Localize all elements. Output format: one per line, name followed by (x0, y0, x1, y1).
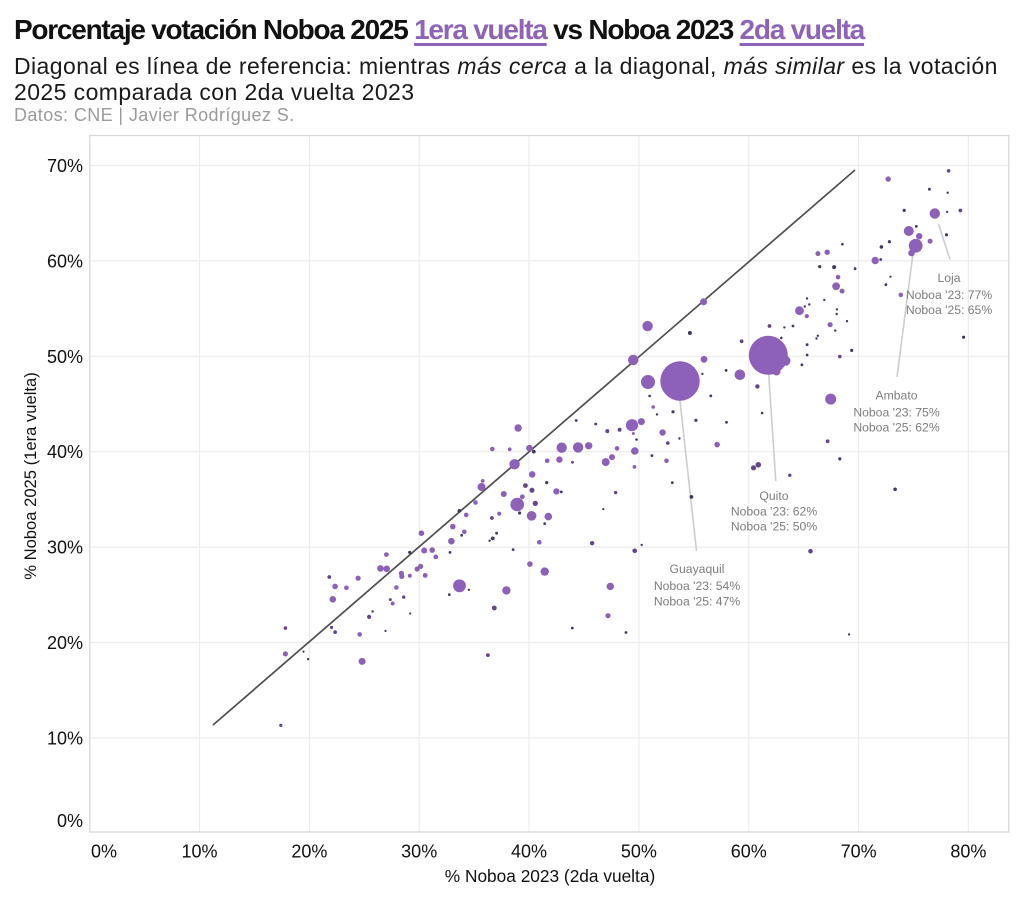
svg-text:0%: 0% (57, 811, 83, 831)
svg-text:30%: 30% (401, 842, 437, 862)
svg-text:Noboa '25: 50%: Noboa '25: 50% (731, 520, 818, 534)
svg-text:70%: 70% (841, 842, 877, 862)
svg-text:20%: 20% (47, 633, 83, 653)
svg-text:50%: 50% (47, 347, 83, 367)
svg-text:50%: 50% (621, 842, 657, 862)
svg-text:Noboa '25: 47%: Noboa '25: 47% (654, 595, 741, 609)
svg-text:Loja: Loja (937, 271, 960, 285)
svg-text:Noboa '23: 75%: Noboa '23: 75% (853, 406, 940, 420)
svg-text:% Noboa 2025 (1era vuelta): % Noboa 2025 (1era vuelta) (21, 372, 40, 580)
svg-text:60%: 60% (47, 251, 83, 271)
svg-text:10%: 10% (181, 842, 217, 862)
svg-text:Ambato: Ambato (875, 388, 917, 402)
svg-text:Noboa '23: 62%: Noboa '23: 62% (731, 505, 818, 519)
svg-text:Guayaquil: Guayaquil (670, 562, 725, 576)
svg-text:20%: 20% (291, 842, 327, 862)
svg-text:Noboa '23: 54%: Noboa '23: 54% (654, 579, 741, 593)
svg-text:40%: 40% (511, 842, 547, 862)
svg-text:Noboa '25: 65%: Noboa '25: 65% (906, 303, 993, 317)
svg-text:10%: 10% (47, 728, 83, 748)
svg-text:30%: 30% (47, 538, 83, 558)
svg-text:Quito: Quito (759, 489, 788, 503)
svg-text:40%: 40% (47, 442, 83, 462)
svg-text:70%: 70% (47, 156, 83, 176)
svg-text:60%: 60% (731, 842, 767, 862)
svg-text:Noboa '23: 77%: Noboa '23: 77% (906, 288, 993, 302)
svg-text:Noboa '25: 62%: Noboa '25: 62% (853, 420, 940, 434)
svg-text:% Noboa 2023 (2da vuelta): % Noboa 2023 (2da vuelta) (445, 866, 655, 886)
svg-text:80%: 80% (950, 842, 986, 862)
svg-text:0%: 0% (91, 842, 117, 862)
